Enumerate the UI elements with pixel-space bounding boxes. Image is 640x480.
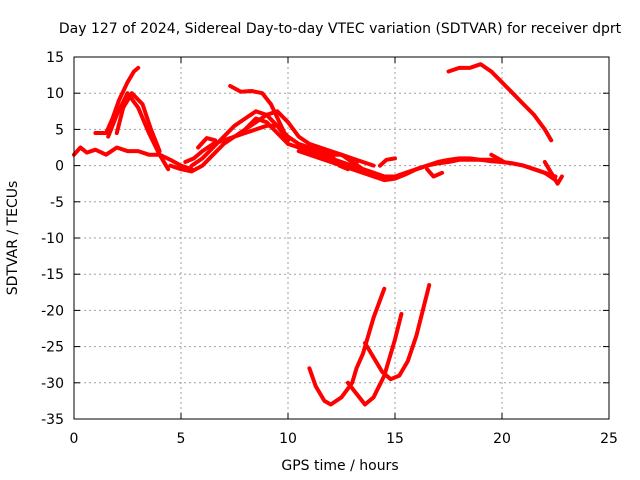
series-track-t xyxy=(345,312,404,407)
y-tick-label: 0 xyxy=(55,159,64,175)
x-tick-label: 25 xyxy=(600,431,618,447)
x-tick-label: 5 xyxy=(177,431,186,447)
y-tick-label: -30 xyxy=(41,376,64,392)
x-tick-label: 0 xyxy=(70,431,79,447)
x-tick-label: 15 xyxy=(386,431,404,447)
y-tick-label: -5 xyxy=(50,195,64,211)
y-tick-label: -15 xyxy=(41,267,64,283)
series-track-b xyxy=(93,65,141,135)
series-track-h xyxy=(196,136,218,150)
series-track-u xyxy=(363,283,432,382)
y-tick-label: -25 xyxy=(41,340,64,356)
series-track-n xyxy=(378,156,397,168)
y-axis-label: SDTVAR / TECUs xyxy=(5,181,21,296)
series-track-c xyxy=(106,91,171,172)
y-tick-label: -35 xyxy=(41,412,64,428)
series-track-a xyxy=(72,145,194,172)
series-track-g xyxy=(189,109,290,168)
y-tick-label: 5 xyxy=(55,122,64,138)
y-tick-label: 15 xyxy=(46,50,64,66)
series-track-d xyxy=(114,91,162,154)
series-track-q xyxy=(542,160,564,186)
series-track-p xyxy=(489,152,507,164)
series-layer xyxy=(72,62,564,407)
series-track-o xyxy=(425,167,445,179)
series-track-i xyxy=(228,84,290,143)
y-tick-label: 10 xyxy=(46,86,64,102)
x-axis-label: GPS time / hours xyxy=(281,458,398,474)
y-tick-label: -20 xyxy=(41,303,64,319)
chart-title: Day 127 of 2024, Sidereal Day-to-day VTE… xyxy=(59,21,622,37)
series-track-m xyxy=(328,152,359,172)
series-track-r xyxy=(446,62,554,143)
x-tick-label: 10 xyxy=(279,431,297,447)
tick-layer: 0 5 10 15 20 25 15 10 5 0 -5 -10 -15 -20 -25 -30 -35 xyxy=(41,50,618,447)
x-tick-label: 20 xyxy=(493,431,511,447)
series-track-s xyxy=(307,286,387,407)
y-tick-label: -10 xyxy=(41,231,64,247)
